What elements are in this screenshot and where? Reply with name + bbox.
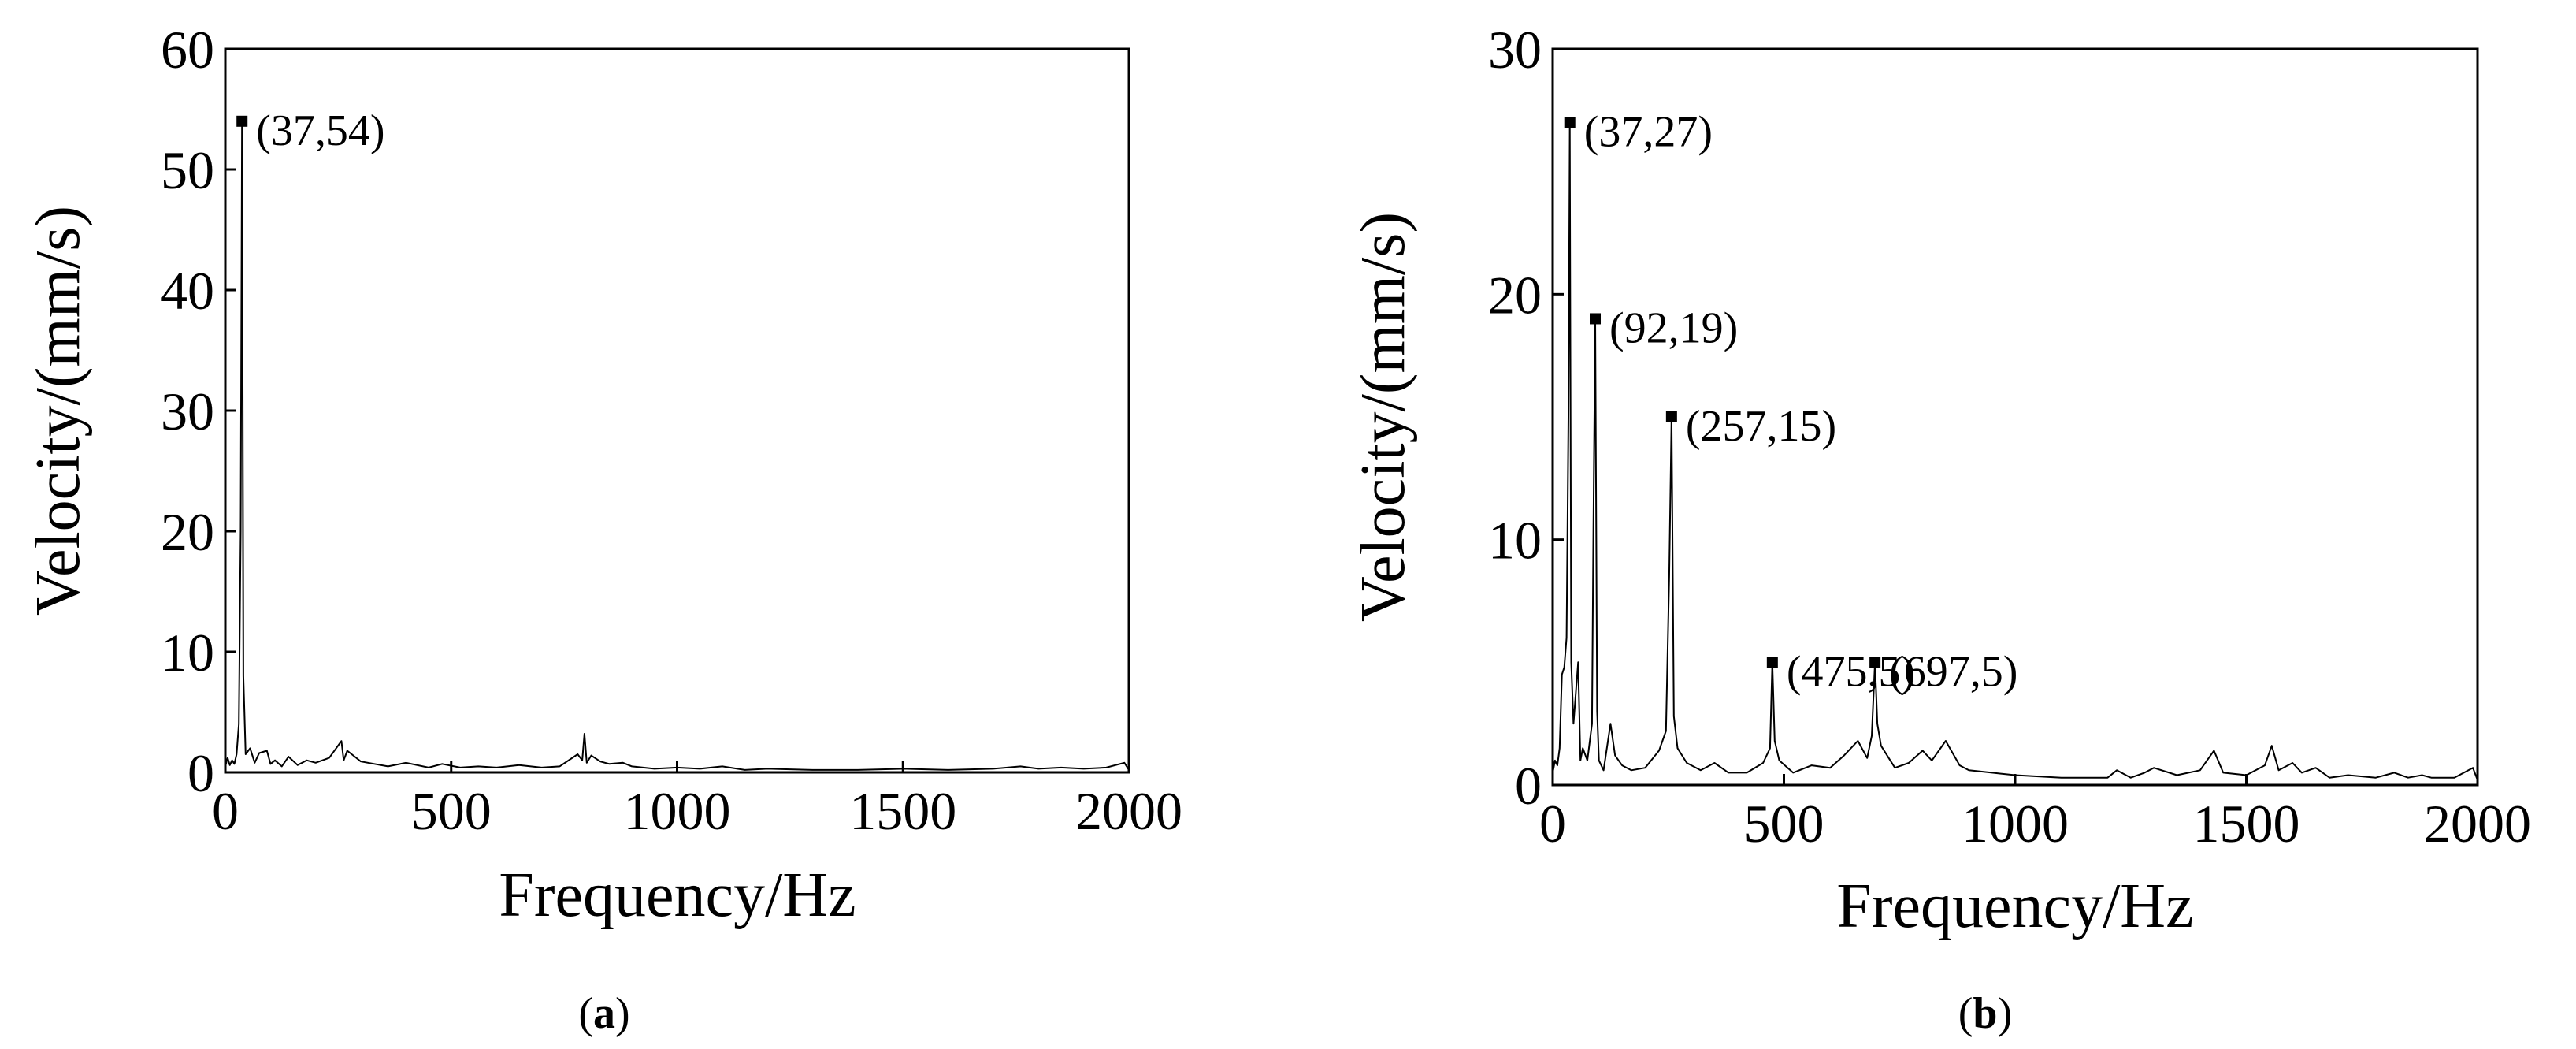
y-tick-label-a-4: 40 — [161, 261, 214, 321]
x-tick-label-a-2: 1000 — [624, 781, 731, 841]
peak-marker-b-0 — [1564, 117, 1576, 128]
x-tick-label-a-1: 500 — [411, 781, 492, 841]
y-tick-label-a-3: 30 — [161, 381, 214, 441]
series-a — [225, 120, 1130, 771]
y-tick-label-b-0: 0 — [1515, 756, 1542, 816]
x-tick-label-b-3: 1500 — [2193, 794, 2300, 854]
y-axis-title-b: Velocity/(mm/s) — [1349, 212, 1418, 622]
series-b — [1552, 121, 2478, 781]
y-tick-label-a-1: 10 — [161, 623, 214, 683]
ticks-b: 0 500 1000 1500 2000 0 10 20 30 — [1488, 20, 2531, 854]
series-line-b-0 — [1552, 121, 2478, 781]
x-tick-label-a-0: 0 — [212, 781, 239, 841]
peaks-a: (37,54) — [236, 106, 385, 155]
panel-label-a: (a) — [578, 989, 629, 1038]
peak-marker-b-1 — [1590, 313, 1602, 325]
y-tick-label-b-1: 10 — [1488, 511, 1542, 571]
panel-label-b: (b) — [1958, 989, 2012, 1038]
y-axis-title-a: Velocity/(mm/s) — [24, 206, 93, 616]
y-tick-label-a-2: 20 — [161, 502, 214, 562]
y-tick-label-a-0: 0 — [187, 743, 214, 803]
peak-marker-b-4 — [1869, 657, 1881, 668]
x-tick-label-b-0: 0 — [1539, 794, 1566, 854]
chart-panel-a: 0 500 1000 1500 2000 0 10 20 30 40 50 60 (37,54) Fr… — [24, 20, 1182, 1038]
chart-panel-b: 0 500 1000 1500 2000 0 10 20 30 (37,27) (92,19) (2… — [1349, 20, 2531, 1038]
panel-letter-b: b — [1973, 989, 1997, 1038]
ticks-a: 0 500 1000 1500 2000 0 10 20 30 40 50 60 — [161, 20, 1182, 841]
panel-letter-a: a — [593, 989, 615, 1038]
x-tick-label-a-4: 2000 — [1075, 781, 1182, 841]
peak-label-b-2: (257,15) — [1686, 402, 1836, 451]
plot-frame-a — [224, 47, 1130, 774]
x-tick-label-a-3: 1500 — [849, 781, 956, 841]
peak-marker-b-2 — [1665, 411, 1677, 422]
peak-label-b-4: (697,5) — [1889, 647, 2017, 696]
x-axis-title-a: Frequency/Hz — [499, 861, 856, 930]
x-tick-label-b-1: 500 — [1744, 794, 1824, 854]
peak-marker-b-3 — [1766, 657, 1778, 668]
y-tick-label-b-3: 30 — [1488, 20, 1542, 80]
peak-label-b-3: (475,5) — [1787, 647, 1915, 696]
x-tick-label-b-2: 1000 — [1962, 794, 2069, 854]
x-tick-label-b-4: 2000 — [2424, 794, 2531, 854]
y-tick-label-a-6: 60 — [161, 20, 214, 80]
peak-label-b-1: (92,19) — [1609, 303, 1738, 352]
peak-label-a-0: (37,54) — [256, 106, 384, 155]
x-axis-title-b: Frequency/Hz — [1836, 872, 2193, 941]
peaks-b: (37,27) (92,19) (257,15) (475,5)(697,5) — [1564, 107, 2017, 696]
y-tick-label-b-2: 20 — [1488, 265, 1542, 325]
y-tick-label-a-5: 50 — [161, 140, 214, 200]
series-line-a-0 — [225, 120, 1130, 771]
peak-label-b-0: (37,27) — [1584, 107, 1713, 156]
peak-marker-a-0 — [236, 115, 248, 127]
